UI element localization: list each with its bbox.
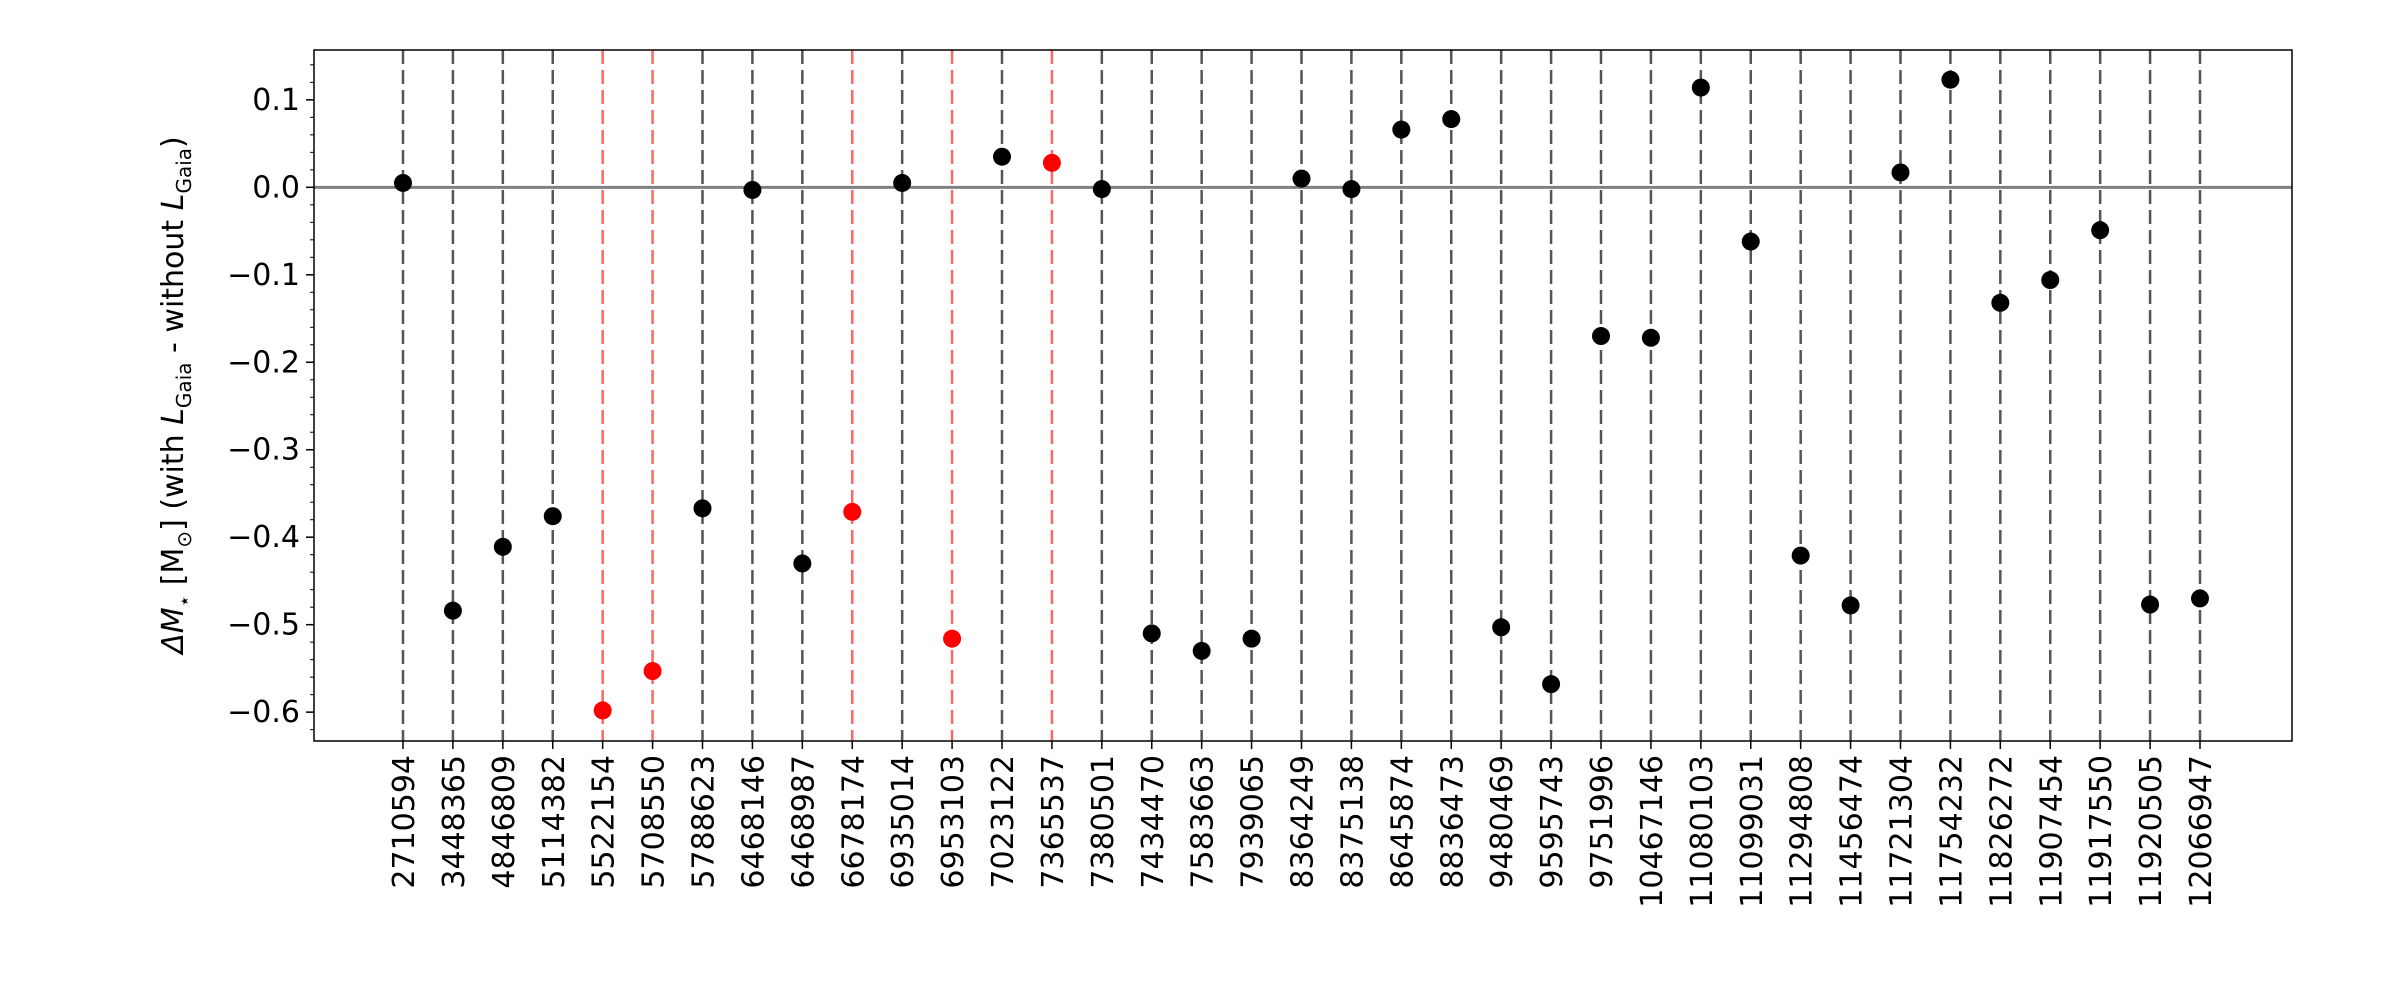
point bbox=[1941, 70, 1960, 89]
x-tick-label: 8836473 bbox=[1435, 755, 1470, 889]
point bbox=[1342, 180, 1361, 199]
x-tick-label: 2710594 bbox=[387, 755, 422, 889]
point bbox=[1741, 232, 1760, 251]
x-tick-label: 11754232 bbox=[1934, 755, 1969, 908]
x-tick-label: 5114382 bbox=[537, 755, 572, 889]
x-tick-label: 4846809 bbox=[487, 755, 522, 889]
point bbox=[1691, 78, 1710, 97]
x-tick-label: 11920505 bbox=[2134, 755, 2169, 908]
point bbox=[2091, 221, 2110, 240]
y-tick-label: −0.5 bbox=[227, 608, 300, 643]
y-label-part: L bbox=[156, 408, 191, 425]
point bbox=[1042, 153, 1061, 172]
y-tick-label: −0.6 bbox=[227, 695, 300, 730]
point bbox=[893, 173, 912, 192]
x-tick-label: 5788623 bbox=[687, 755, 722, 889]
point bbox=[1542, 675, 1561, 694]
x-tick-label: 3448365 bbox=[437, 755, 472, 889]
x-tick-label: 7380501 bbox=[1086, 755, 1121, 889]
y-axis-label: ΔM⋆ [M⊙] (with LGaia - without LGaia) bbox=[156, 136, 196, 656]
y-tick-label: 0.1 bbox=[252, 83, 300, 118]
point bbox=[843, 502, 862, 521]
y-label-part: ) bbox=[156, 136, 191, 148]
point bbox=[394, 173, 412, 192]
y-label-part: ΔM bbox=[156, 607, 191, 656]
point bbox=[593, 701, 612, 720]
x-tick-label: 11907454 bbox=[2034, 755, 2069, 908]
y-tick-label: −0.2 bbox=[227, 345, 300, 380]
point bbox=[943, 629, 962, 648]
y-label-part: ⋆ bbox=[172, 595, 196, 608]
y-label-part: ⊙ bbox=[172, 531, 196, 548]
point bbox=[1192, 641, 1211, 660]
point bbox=[1791, 546, 1810, 565]
y-label-part: Gaia bbox=[172, 362, 196, 408]
point bbox=[643, 662, 662, 681]
x-tick-label: 9595743 bbox=[1535, 755, 1570, 889]
x-tick-label: 11080103 bbox=[1685, 755, 1720, 908]
x-tick-label: 11294808 bbox=[1785, 755, 1820, 908]
point bbox=[2141, 595, 2160, 614]
point bbox=[1592, 327, 1610, 346]
y-label-part: L bbox=[156, 194, 191, 211]
point bbox=[1292, 169, 1311, 188]
x-tick-label: 7023122 bbox=[986, 755, 1021, 889]
point bbox=[993, 147, 1011, 166]
point bbox=[2191, 589, 2209, 608]
point bbox=[1641, 328, 1660, 347]
point bbox=[1991, 293, 2010, 312]
x-tick-label: 11721304 bbox=[1885, 755, 1920, 908]
x-tick-label: 6678174 bbox=[836, 755, 871, 889]
x-tick-label: 10467146 bbox=[1635, 755, 1670, 908]
y-label-part: ] (with bbox=[156, 425, 191, 531]
point bbox=[1242, 629, 1261, 648]
x-tick-label: 7365537 bbox=[1036, 755, 1071, 889]
x-tick-label: 7583663 bbox=[1186, 755, 1221, 889]
x-tick-label: 6468987 bbox=[786, 755, 821, 889]
point bbox=[693, 499, 712, 518]
y-tick-label: −0.3 bbox=[227, 433, 300, 468]
plot-frame bbox=[313, 49, 2293, 742]
x-tick-label: 5522154 bbox=[587, 755, 622, 889]
point bbox=[1142, 624, 1161, 643]
point bbox=[443, 601, 462, 620]
x-tick-label: 11917550 bbox=[2084, 755, 2119, 908]
x-tick-label: 8375138 bbox=[1335, 755, 1370, 889]
x-tick-label: 8645874 bbox=[1385, 755, 1420, 889]
x-tick-label: 6935014 bbox=[886, 755, 921, 889]
x-tick-label: 8364249 bbox=[1286, 755, 1321, 889]
point bbox=[1492, 618, 1511, 637]
x-tick-label: 11826272 bbox=[1984, 755, 2019, 908]
x-tick-label: 12066947 bbox=[2184, 755, 2219, 908]
x-tick-label: 11099031 bbox=[1735, 755, 1770, 908]
point bbox=[793, 554, 812, 573]
point bbox=[1841, 596, 1860, 615]
point bbox=[543, 507, 562, 526]
point bbox=[493, 537, 512, 556]
x-tick-label: 5708550 bbox=[637, 755, 672, 889]
y-label-part: Gaia bbox=[172, 148, 196, 194]
x-tick-label: 7434470 bbox=[1136, 755, 1171, 889]
y-label-part: [M bbox=[156, 548, 191, 595]
point bbox=[743, 180, 762, 199]
x-tick-label: 11456474 bbox=[1835, 755, 1870, 908]
point bbox=[1392, 120, 1411, 139]
point bbox=[1092, 180, 1111, 199]
x-tick-label: 6468146 bbox=[736, 755, 771, 889]
x-tick-label: 9480469 bbox=[1485, 755, 1520, 889]
y-label-part: - without bbox=[156, 210, 191, 362]
x-tick-label: 9751996 bbox=[1585, 755, 1620, 889]
x-tick-label: 7939065 bbox=[1236, 755, 1271, 889]
y-tick-label: −0.1 bbox=[227, 258, 300, 293]
point bbox=[1442, 110, 1461, 129]
y-tick-label: 0.0 bbox=[252, 170, 300, 205]
y-tick-label: −0.4 bbox=[227, 520, 300, 555]
x-tick-label: 6953103 bbox=[936, 755, 971, 889]
point bbox=[1891, 163, 1910, 182]
point bbox=[2041, 271, 2060, 290]
